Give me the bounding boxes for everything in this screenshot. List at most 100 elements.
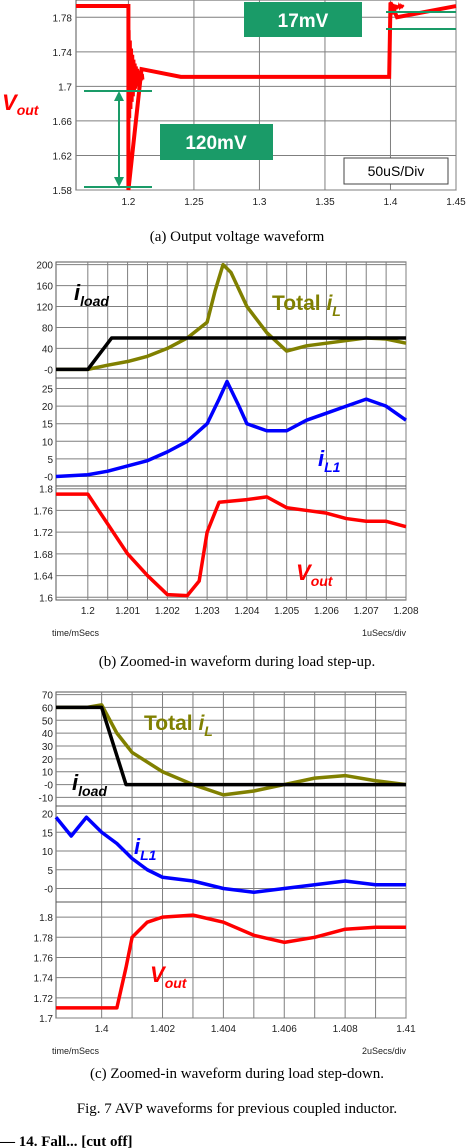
y-tick-label: 1.76 xyxy=(34,506,54,517)
y-tick-label: 1.7 xyxy=(58,82,72,93)
caption-c: (c) Zoomed-in waveform during load step-… xyxy=(90,1066,384,1082)
x-axis-note-right: 2uSecs/div xyxy=(362,1046,407,1056)
chart-a: 1.78 1.74 1.7 1.66 1.62 1.58 1.2 1.25 1.3 1.35 1.… xyxy=(2,0,466,208)
y-tick-label: 200 xyxy=(36,261,53,272)
x-tick-label: 1.408 xyxy=(333,1024,358,1035)
caption-a: (a) Output voltage waveform xyxy=(150,229,325,245)
series-line xyxy=(56,492,407,598)
y-tick-label: 50 xyxy=(42,716,54,727)
y-tick-label: 1.58 xyxy=(53,186,73,197)
x-tick-label: 1.204 xyxy=(234,606,259,617)
y-tick-label: 1.74 xyxy=(34,974,54,985)
y-tick-label: 10 xyxy=(42,437,54,448)
x-tick-label: 1.45 xyxy=(446,197,466,208)
series-line xyxy=(56,705,406,787)
x-tick-label: 1.41 xyxy=(396,1024,416,1035)
x-tick-label: 1.3 xyxy=(252,197,266,208)
cut-off-text: — 14. Fall... [cut off] xyxy=(0,1134,132,1148)
x-tick-label: 1.4 xyxy=(95,1024,109,1035)
y-tick-label: 1.66 xyxy=(53,117,73,128)
x-tick-label: 1.208 xyxy=(393,606,418,617)
y-tick-label: 60 xyxy=(42,703,54,714)
series-label: Vout xyxy=(296,560,334,589)
figure-caption: Fig. 7 AVP waveforms for previous couple… xyxy=(77,1101,397,1117)
x-tick-label: 1.4 xyxy=(384,197,398,208)
y-tick-label: 120 xyxy=(36,303,53,314)
series-label: iL1 xyxy=(318,446,341,475)
x-tick-label: 1.25 xyxy=(184,197,204,208)
y-tick-label: -0 xyxy=(44,885,53,896)
y-tick-label: 15 xyxy=(42,828,54,839)
series-label: Vout xyxy=(150,962,188,991)
y-tick-label: 20 xyxy=(42,810,54,821)
series-line xyxy=(56,262,407,372)
x-tick-label: 1.2 xyxy=(81,606,95,617)
annotation-120mv-box xyxy=(160,124,273,160)
y-tick-label: 1.72 xyxy=(34,528,54,539)
x-tick-label: 1.402 xyxy=(150,1024,175,1035)
y-tick-label: 1.78 xyxy=(34,933,54,944)
annotation-17mv: 17mV xyxy=(278,11,329,32)
arrow-down-icon xyxy=(114,177,124,187)
series-line xyxy=(54,815,406,894)
y-tick-label: -0 xyxy=(44,472,53,483)
y-tick-label: 80 xyxy=(42,323,54,334)
caption-b: (b) Zoomed-in waveform during load step-… xyxy=(99,654,376,670)
y-tick-label: 15 xyxy=(42,420,54,431)
vout-label-a: Vout xyxy=(2,90,40,118)
y-tick-label: 10 xyxy=(42,768,54,779)
x-axis-note-left: time/mSecs xyxy=(52,1046,100,1056)
x-axis-note-left: time/mSecs xyxy=(52,628,100,638)
x-tick-label: 1.406 xyxy=(272,1024,297,1035)
x-tick-label: 1.205 xyxy=(274,606,299,617)
y-tick-label: -10 xyxy=(39,793,54,804)
y-tick-label: 5 xyxy=(47,455,53,466)
y-tick-label: 1.6 xyxy=(39,593,53,604)
chart-frame xyxy=(55,691,407,1019)
arrow-up-icon xyxy=(114,91,124,101)
series-label: iload xyxy=(74,280,109,309)
x-tick-label: 1.201 xyxy=(115,606,140,617)
chart-b: 1.2 1.201 1.202 1.203 1.204 1.205 1.206 1.207 1.… xyxy=(34,261,419,638)
vout-ringing-drop xyxy=(127,16,145,130)
x-tick-label: 1.207 xyxy=(354,606,379,617)
y-tick-label: 1.64 xyxy=(34,572,54,583)
y-tick-label: 160 xyxy=(36,282,53,293)
y-tick-label: 40 xyxy=(42,344,54,355)
y-tick-label: 1.72 xyxy=(34,994,54,1005)
scale-note: 50uS/Div xyxy=(368,163,425,179)
x-axis-note-right: 1uSecs/div xyxy=(362,628,407,638)
y-tick-label: 70 xyxy=(42,691,54,702)
series-line xyxy=(56,336,406,372)
annotation-17mv-box xyxy=(244,2,362,37)
x-tick-label: 1.202 xyxy=(155,606,180,617)
series-label: Total iL xyxy=(144,712,213,739)
x-tick-label: 1.203 xyxy=(195,606,220,617)
y-tick-label: 20 xyxy=(42,402,54,413)
x-tick-label: 1.404 xyxy=(211,1024,236,1035)
series-label: Total iL xyxy=(272,292,341,319)
y-tick-label: 20 xyxy=(42,755,54,766)
chart-c: 1.4 1.402 1.404 1.406 1.408 1.41 time/mSecs 2uS… xyxy=(34,691,417,1056)
y-tick-label: 1.78 xyxy=(53,13,73,24)
y-tick-label: 1.62 xyxy=(53,151,73,162)
series-label: iload xyxy=(72,770,107,799)
chart-frame xyxy=(55,261,407,601)
y-tick-label: -0 xyxy=(44,781,53,792)
x-tick-label: 1.2 xyxy=(121,197,135,208)
x-tick-label: 1.35 xyxy=(315,197,335,208)
y-tick-label: 10 xyxy=(42,847,54,858)
y-tick-label: 1.76 xyxy=(34,953,54,964)
y-tick-label: 30 xyxy=(42,742,54,753)
y-tick-label: 40 xyxy=(42,729,54,740)
y-tick-label: 1.68 xyxy=(34,550,54,561)
y-tick-label: 1.8 xyxy=(39,913,53,924)
y-tick-label: 1.74 xyxy=(53,48,73,59)
series-line xyxy=(56,913,406,1010)
series-label: iL1 xyxy=(134,834,157,863)
scale-note-box xyxy=(343,157,449,185)
y-tick-label: 25 xyxy=(42,385,54,396)
x-tick-label: 1.206 xyxy=(314,606,339,617)
annotation-120mv: 120mV xyxy=(185,133,247,154)
